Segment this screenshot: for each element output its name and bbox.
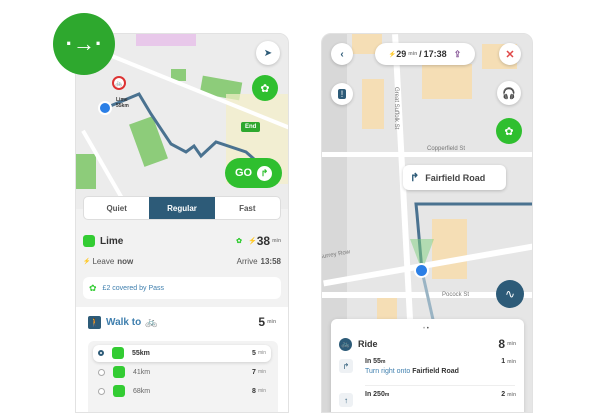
option-walk-time: 7 [252, 368, 256, 376]
option-range: 68km [133, 387, 151, 395]
lime-filter-icon[interactable]: ✿ [496, 118, 522, 144]
radio[interactable] [98, 368, 105, 376]
pass-icon: ✿ [89, 282, 97, 293]
turn-arrow-icon: ↱ [257, 165, 273, 181]
scooter-option-1[interactable] [93, 345, 271, 362]
lime-filter-icon[interactable]: ✿ [252, 75, 278, 101]
street-label: Pocock St [442, 292, 470, 298]
ride-duration: 8 [498, 337, 506, 351]
lime-logo-icon [113, 385, 125, 397]
direction-icon: ↑ [339, 393, 353, 407]
duration-unit: min [257, 350, 266, 356]
pass-coverage-banner[interactable]: ✿ £2 covered by Pass [83, 277, 281, 299]
route-line [410, 202, 532, 325]
provider-name: Lime [100, 235, 124, 247]
go-label: GO [234, 167, 253, 179]
step-instruction: Turn right onto Fairfield Road [365, 368, 459, 375]
route-options-screen: 🚲 Lime 55km End ➤ ✿ GO ↱ Quiet Regular F… [75, 33, 289, 413]
bike-icon: 🚲 [339, 337, 352, 351]
scooter-option-row[interactable]: 68km 8 min [76, 385, 288, 397]
duration-unit: min [257, 388, 266, 394]
share-icon[interactable]: ⇪ [453, 48, 462, 59]
tab-fast[interactable]: Fast [239, 203, 256, 213]
lime-logo-icon [113, 366, 125, 378]
option-walk-time: 5 [252, 349, 256, 357]
next-turn-road: Fairfield Road [425, 172, 486, 183]
option-walk-time: 8 [252, 387, 256, 395]
option-range: 41km [133, 368, 151, 376]
step-distance: In 250m [365, 391, 390, 398]
route-mode-selector[interactable]: Quiet Regular Fast [83, 196, 281, 220]
bike-icon: 🚲 [145, 316, 158, 328]
arrive-label: Arrive [236, 257, 258, 266]
tab-regular[interactable]: Regular [149, 197, 215, 219]
route-arrow-icon: ·→· [53, 13, 115, 75]
eta: 17:38 [423, 49, 447, 59]
sheet-title: Ride [358, 339, 378, 349]
walk-title: Walk to [106, 316, 142, 328]
bolt-icon: ⚡ [248, 238, 257, 245]
marker-label: Lime [116, 97, 128, 103]
leave-value: now [117, 257, 134, 266]
step-time: 2 min [501, 391, 516, 398]
duration-unit: min [272, 238, 281, 244]
directions-sheet[interactable]: • • 🚲 Ride 8 min ↱ In 55m Turn right ont… [331, 319, 524, 412]
report-button[interactable]: ! [331, 83, 353, 105]
radio-selected[interactable] [98, 350, 104, 356]
route-map[interactable]: 🚲 Lime 55km End ➤ ✿ GO ↱ [76, 34, 288, 209]
page-dots[interactable]: • • [423, 326, 429, 332]
turn-right-icon: ↱ [339, 359, 353, 373]
report-icon: ! [337, 89, 347, 99]
street-label: Copperfield St [427, 146, 466, 152]
navigation-screen: Great Suffolk St Copperfield St Surrey R… [321, 33, 533, 413]
duration-unit: min [507, 341, 516, 347]
scooter-option-row[interactable]: 55km 5 min [76, 347, 288, 359]
separator: / [419, 49, 422, 59]
option-range: 55km [132, 349, 150, 357]
step-distance: In 55m [365, 358, 386, 365]
duration-unit: min [267, 319, 276, 325]
trip-summary-pill: ⚡ 29 min / 17:38 ⇪ [375, 43, 475, 65]
bolt-icon: ⚡ [83, 259, 91, 265]
locate-icon[interactable]: ➤ [256, 41, 280, 65]
end-marker: End [241, 122, 261, 132]
scooter-option-row[interactable]: 41km 7 min [76, 366, 288, 378]
arrive-value: 13:58 [260, 257, 281, 266]
next-turn-banner: ↱ Fairfield Road [403, 165, 506, 190]
current-location-dot [414, 263, 429, 278]
turn-right-icon: ↱ [410, 172, 420, 184]
pass-icon: ✿ [236, 238, 243, 245]
bike-marker-icon[interactable]: 🚲 [112, 76, 126, 90]
leave-label: Leave [92, 257, 115, 266]
pass-text: £2 covered by Pass [102, 284, 165, 292]
tab-quiet[interactable]: Quiet [106, 203, 127, 213]
duration-unit: min [257, 369, 266, 375]
duration-unit: min [408, 51, 418, 57]
go-button[interactable]: GO ↱ [225, 158, 282, 188]
lime-logo-icon [112, 347, 124, 359]
walk-icon: 🚶 [88, 315, 101, 329]
close-button[interactable]: ✕ [499, 43, 521, 65]
walk-duration: 5 [258, 315, 266, 329]
headphones-icon[interactable]: 🎧 [497, 81, 521, 105]
back-button[interactable]: ‹ [331, 43, 353, 65]
trip-duration: 29 [396, 49, 407, 59]
current-location-dot [98, 101, 112, 115]
bolt-icon: ⚡ [388, 51, 397, 58]
lime-logo-icon [83, 235, 95, 247]
step-time: 1 min [501, 358, 516, 365]
route-line [102, 92, 255, 161]
marker-range: 55km [116, 103, 129, 109]
lime-header: Lime ✿ ⚡ 38 min [76, 234, 288, 248]
lime-duration: 38 [256, 234, 271, 248]
timing-row: ⚡ Leave now Arrive 13:58 [76, 257, 288, 266]
route-overview-icon[interactable]: ∿ [496, 280, 524, 308]
radio[interactable] [98, 387, 105, 395]
